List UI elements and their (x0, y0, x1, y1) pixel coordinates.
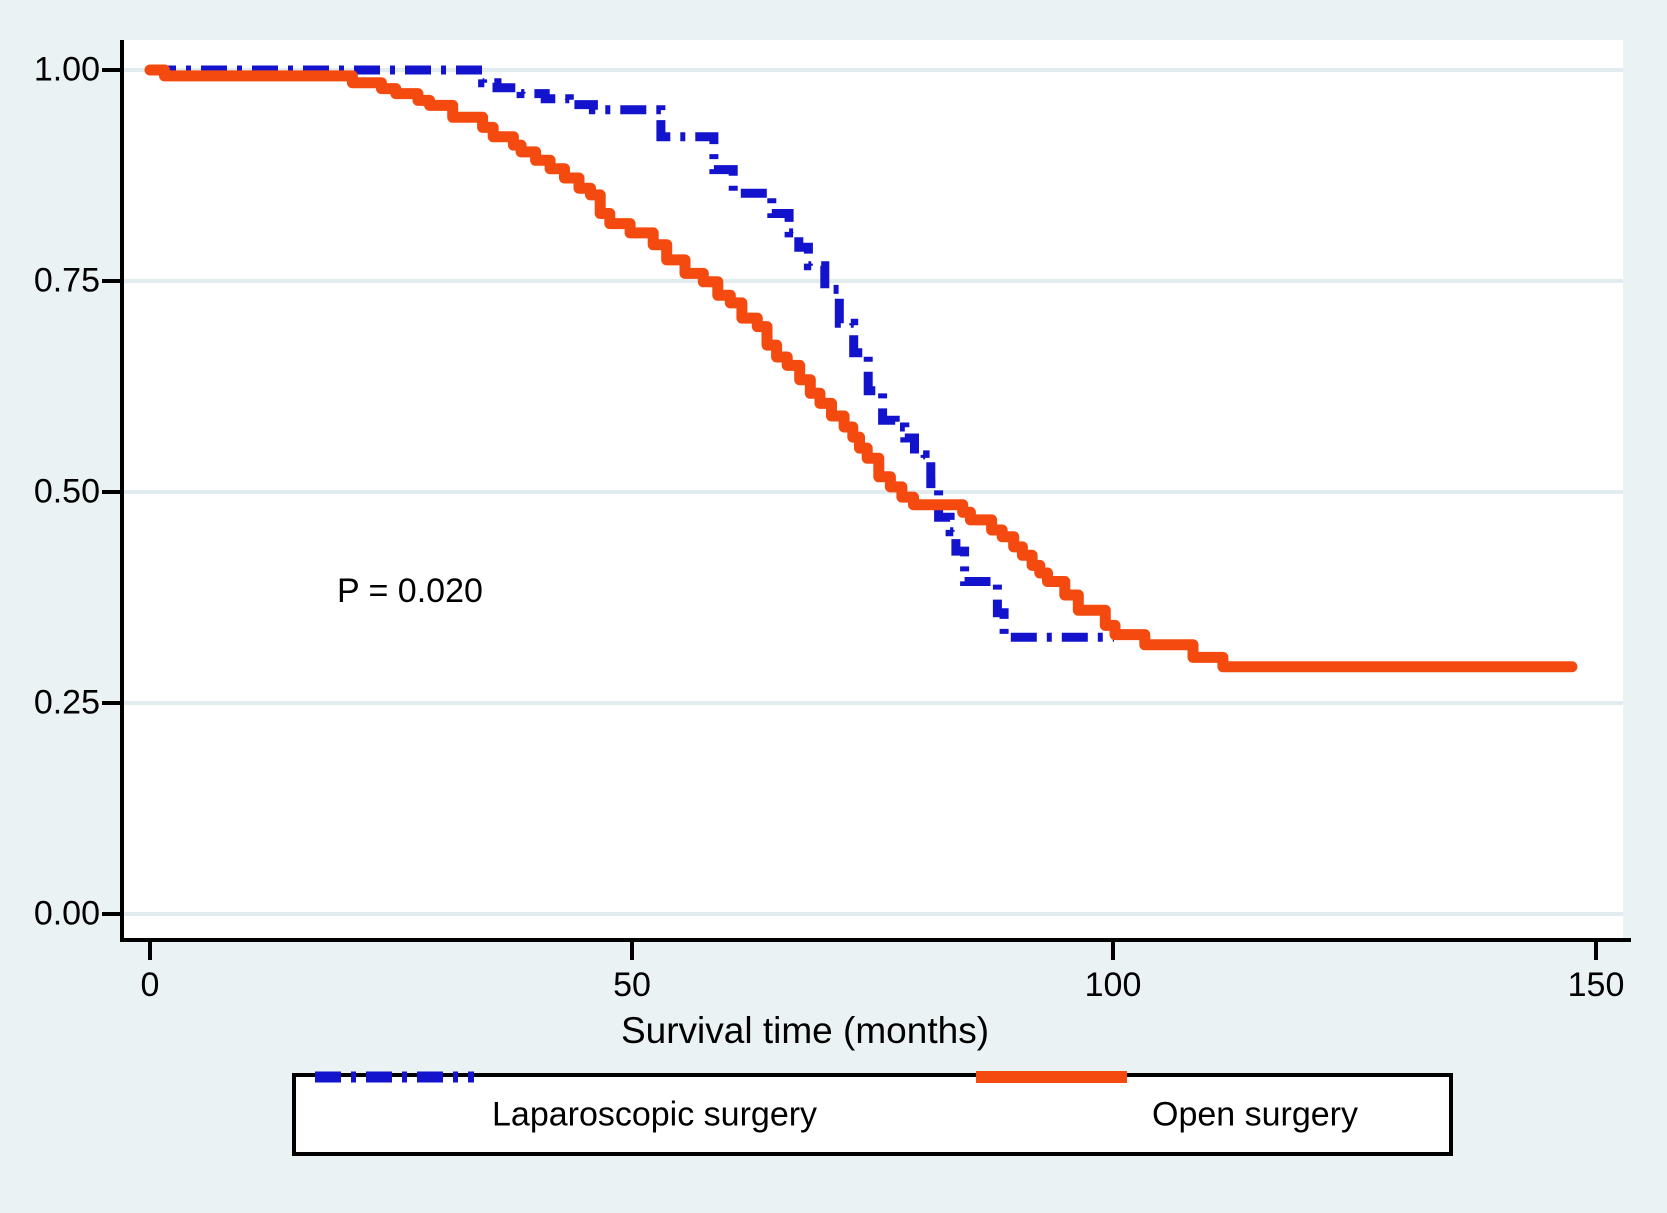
laparoscopic-surgery-curve (150, 65, 1114, 642)
x-axis-title: Survival time (months) (620, 1010, 990, 1051)
open-surgery-legend-swatch (976, 1071, 1127, 1083)
legend-label-laparoscopic: Laparoscopic surgery (492, 1095, 818, 1133)
xtick-0: 0 (140, 966, 160, 1004)
xtick-100: 100 (1084, 966, 1142, 1004)
laparoscopic-surgery-legend-swatch (315, 1071, 474, 1083)
axes (120, 40, 1631, 942)
ytick-0.25: 0.25 (33, 683, 100, 722)
legend-label-open: Open surgery (1152, 1095, 1358, 1133)
p-value-annotation: P = 0.020 (337, 572, 483, 610)
ytick-0.00: 0.00 (33, 894, 100, 933)
ytick-0.75: 0.75 (33, 261, 100, 300)
xtick-150: 150 (1567, 966, 1625, 1004)
ytick-0.50: 0.50 (33, 472, 100, 511)
curves (144, 64, 1578, 673)
legend: Laparoscopic surgery Open surgery (292, 1071, 1453, 1156)
tick-marks (102, 68, 1598, 960)
xtick-50: 50 (613, 966, 651, 1004)
open-surgery-curve (144, 64, 1578, 673)
ytick-1.00: 1.00 (33, 50, 100, 89)
